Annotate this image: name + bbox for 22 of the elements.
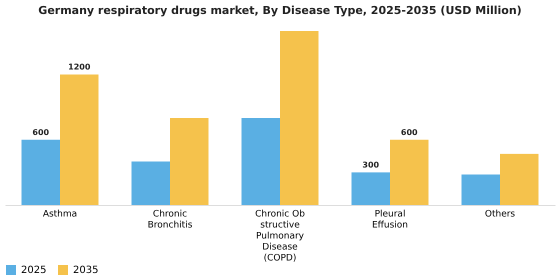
legend-label: 2035 <box>73 265 98 276</box>
bar <box>352 172 390 205</box>
x-tick-label: Asthma <box>42 210 78 220</box>
bar <box>280 31 318 205</box>
bar <box>500 154 538 205</box>
x-tick-label: Chronic Ob structive Pulmonary Disease (COPD) <box>255 210 306 264</box>
data-label: 1200 <box>68 62 91 72</box>
legend-label: 2025 <box>21 265 46 276</box>
x-tick-label: Others <box>484 210 516 220</box>
bar <box>22 140 60 205</box>
x-tick-label: Pleural Effusion <box>372 210 408 230</box>
bar <box>170 118 208 205</box>
data-label: 600 <box>32 128 50 137</box>
bar <box>242 118 280 205</box>
data-label: 300 <box>362 160 380 170</box>
bar <box>60 74 98 205</box>
bar <box>132 162 170 205</box>
x-tick-label: Chronic Bronchitis <box>148 210 193 230</box>
bar <box>390 140 428 205</box>
data-label: 600 <box>400 128 418 137</box>
bar <box>462 174 500 205</box>
chart-title: Germany respiratory drugs market, By Disease Type, 2025-2035 (USD Million) <box>38 4 522 17</box>
